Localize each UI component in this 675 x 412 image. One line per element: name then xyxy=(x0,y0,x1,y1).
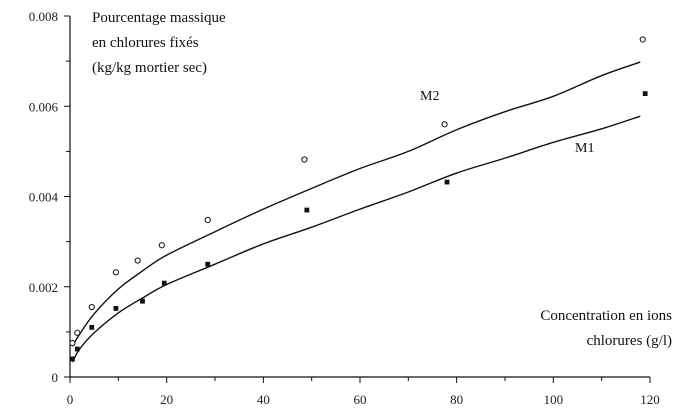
series-label-m2: M2 xyxy=(420,89,439,104)
data-point-m1 xyxy=(205,261,211,267)
y-axis-title-line-3: (kg/kg mortier sec) xyxy=(92,60,207,76)
data-point-m2 xyxy=(158,242,165,249)
data-point-m2 xyxy=(88,303,95,311)
data-point-m2 xyxy=(204,216,211,224)
x-tick-label: 60 xyxy=(354,392,367,407)
data-point-m2 xyxy=(112,269,120,276)
x-tick-label: 0 xyxy=(67,392,74,407)
fit-curves xyxy=(71,61,641,363)
y-tick-labels: 0 0.002 0.004 0.006 0.008 xyxy=(29,9,59,385)
x-tick-label: 80 xyxy=(450,392,463,407)
tick-marks xyxy=(64,15,651,383)
data-point-m1 xyxy=(161,280,167,286)
data-point-m1 xyxy=(113,306,119,311)
data-point-m2 xyxy=(639,36,646,43)
data-point-m1 xyxy=(74,346,80,352)
y-axis-title-line-2: en chlorures fixés xyxy=(92,35,199,51)
y-tick-label: 0 xyxy=(52,370,59,385)
x-tick-label: 40 xyxy=(257,392,270,407)
data-point-m1 xyxy=(140,298,145,304)
x-tick-label: 100 xyxy=(544,392,564,407)
y-tick-label: 0.006 xyxy=(29,99,59,114)
y-tick-label: 0.002 xyxy=(29,280,58,295)
data-point-m1 xyxy=(444,179,450,185)
data-point-m1 xyxy=(304,207,310,213)
x-tick-labels: 0 20 40 60 80 100 120 xyxy=(67,392,660,407)
fit-curve-m1 xyxy=(71,115,641,363)
data-point-m2 xyxy=(69,340,76,347)
x-tick-label: 120 xyxy=(640,392,660,407)
series-label-m1: M1 xyxy=(575,141,594,156)
data-point-m2 xyxy=(301,156,308,163)
data-point-m2 xyxy=(134,257,141,264)
data-point-m1 xyxy=(642,91,648,97)
data-points xyxy=(69,36,648,362)
chart-labels: Pourcentage massique en chlorures fixés … xyxy=(92,10,672,349)
data-point-m2 xyxy=(74,329,81,336)
y-axis-title-line-1: Pourcentage massique xyxy=(92,10,226,26)
fit-curve-m2 xyxy=(71,61,641,347)
data-point-m2 xyxy=(441,121,448,128)
x-tick-label: 20 xyxy=(160,392,173,407)
data-point-m1 xyxy=(89,324,95,330)
data-point-m1 xyxy=(70,356,75,362)
x-axis-title-line-1: Concentration en ions xyxy=(540,308,672,324)
x-axis-title-line-2: chlorures (g/l) xyxy=(587,333,672,349)
y-tick-label: 0.004 xyxy=(29,190,59,205)
y-tick-label: 0.008 xyxy=(29,9,58,24)
